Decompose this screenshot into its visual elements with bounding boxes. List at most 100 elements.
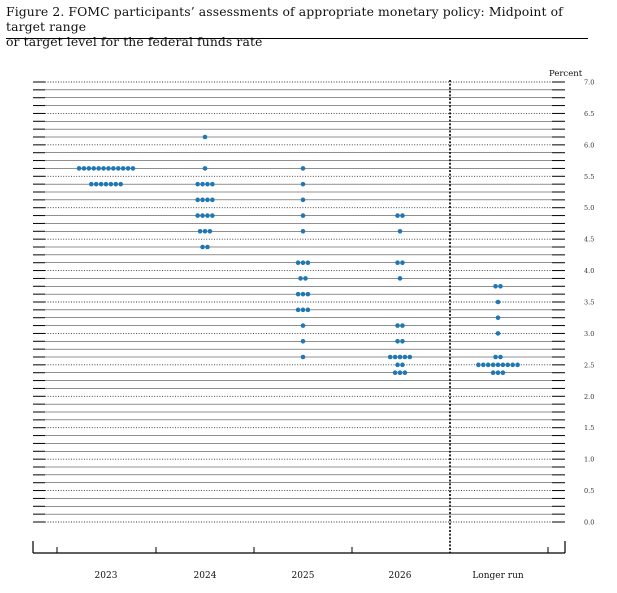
participant-dot xyxy=(295,260,301,266)
participant-dot xyxy=(106,166,111,171)
participant-dot xyxy=(395,338,400,344)
y-tick-label: 3.0 xyxy=(584,330,594,338)
participant-dot xyxy=(395,213,400,218)
participant-dot xyxy=(93,181,99,187)
participant-dot xyxy=(407,354,413,360)
participant-dot xyxy=(485,362,491,368)
participant-dot xyxy=(395,260,400,266)
participant-dot xyxy=(195,213,200,218)
participant-dot xyxy=(305,291,311,297)
participant-dot xyxy=(300,354,306,360)
participant-dot xyxy=(495,299,501,305)
participant-dot xyxy=(81,166,87,171)
participant-dot xyxy=(125,166,131,171)
participant-dot xyxy=(130,166,136,171)
participant-dot xyxy=(300,307,306,313)
participant-dot xyxy=(200,244,205,250)
x-category-label: 2023 xyxy=(95,571,118,581)
participant-dot xyxy=(402,370,408,376)
participant-dot xyxy=(210,181,215,187)
participant-dot xyxy=(115,166,121,171)
participant-dot xyxy=(205,213,210,218)
participant-dot xyxy=(205,197,210,203)
participant-dot xyxy=(305,260,311,266)
participant-dot xyxy=(195,197,200,203)
y-tick-label: 6.5 xyxy=(584,110,594,118)
x-category-label: Longer run xyxy=(472,571,524,581)
participant-dot xyxy=(300,323,306,328)
participant-dot xyxy=(397,354,403,360)
participant-dot xyxy=(202,134,208,140)
participant-dot xyxy=(101,166,106,171)
participant-dot xyxy=(498,283,503,289)
participant-dot xyxy=(400,260,405,266)
y-tick-label: 5.0 xyxy=(584,204,594,212)
participant-dot xyxy=(300,213,306,218)
participant-dot xyxy=(505,362,511,368)
participant-dot xyxy=(495,315,501,321)
y-tick-label: 2.0 xyxy=(584,393,594,401)
participant-dot xyxy=(495,331,501,336)
participant-dot xyxy=(300,197,306,203)
participant-dot xyxy=(195,181,200,187)
participant-dot xyxy=(495,362,501,368)
participant-dot xyxy=(98,181,104,187)
participant-dot xyxy=(200,181,205,187)
participant-dot xyxy=(205,181,210,187)
participant-dot xyxy=(387,354,393,360)
y-tick-label: 0.0 xyxy=(584,519,594,527)
participant-dot xyxy=(108,181,114,187)
x-category-label: 2025 xyxy=(292,571,315,581)
participant-dot xyxy=(493,354,498,360)
participant-dot xyxy=(202,228,208,234)
participant-dot xyxy=(493,283,498,289)
participant-dot xyxy=(495,370,501,376)
participant-dot xyxy=(515,362,520,368)
participant-dot xyxy=(210,213,215,218)
y-tick-label: 5.5 xyxy=(584,173,594,181)
participant-dot xyxy=(300,166,306,171)
participant-dot xyxy=(118,181,123,187)
participant-dot xyxy=(300,181,306,187)
participant-dot xyxy=(305,307,311,313)
participant-dot xyxy=(510,362,515,368)
participant-dot xyxy=(395,362,400,368)
participant-dot xyxy=(397,370,403,376)
participant-dot xyxy=(300,291,306,297)
participant-dot xyxy=(498,354,503,360)
participant-dot xyxy=(300,228,306,234)
participant-dot xyxy=(298,276,303,281)
participant-dot xyxy=(210,197,215,203)
figure-title: Figure 2. FOMC participants’ assessments… xyxy=(6,4,606,49)
participant-dot xyxy=(490,362,496,368)
y-tick-label: 2.5 xyxy=(584,361,594,369)
participant-dot xyxy=(476,362,481,368)
y-tick-label: 1.5 xyxy=(584,424,594,432)
title-rule xyxy=(6,38,588,39)
unit-label: Percent xyxy=(549,69,583,79)
y-tick-label: 3.5 xyxy=(584,299,594,307)
participant-dot xyxy=(76,166,82,171)
y-tick-label: 4.0 xyxy=(584,267,594,275)
participant-dot xyxy=(300,338,306,344)
y-tick-label: 1.0 xyxy=(584,456,594,464)
participant-dot xyxy=(400,362,405,368)
participant-dot xyxy=(490,370,496,376)
participant-dot xyxy=(400,338,405,344)
participant-dot xyxy=(397,228,403,234)
participant-dot xyxy=(500,362,506,368)
participant-dot xyxy=(400,213,405,218)
participant-dot xyxy=(103,181,109,187)
participant-dot xyxy=(202,166,208,171)
participant-dot xyxy=(91,166,97,171)
participant-dot xyxy=(96,166,101,171)
participant-dot xyxy=(113,181,119,187)
x-category-label: 2026 xyxy=(389,571,412,581)
participant-dot xyxy=(89,181,94,187)
figure-title-line-2: or target level for the federal funds ra… xyxy=(6,34,263,49)
participant-dot xyxy=(111,166,116,171)
participant-dot xyxy=(300,260,306,266)
participant-dot xyxy=(86,166,92,171)
x-category-label: 2024 xyxy=(194,571,217,581)
